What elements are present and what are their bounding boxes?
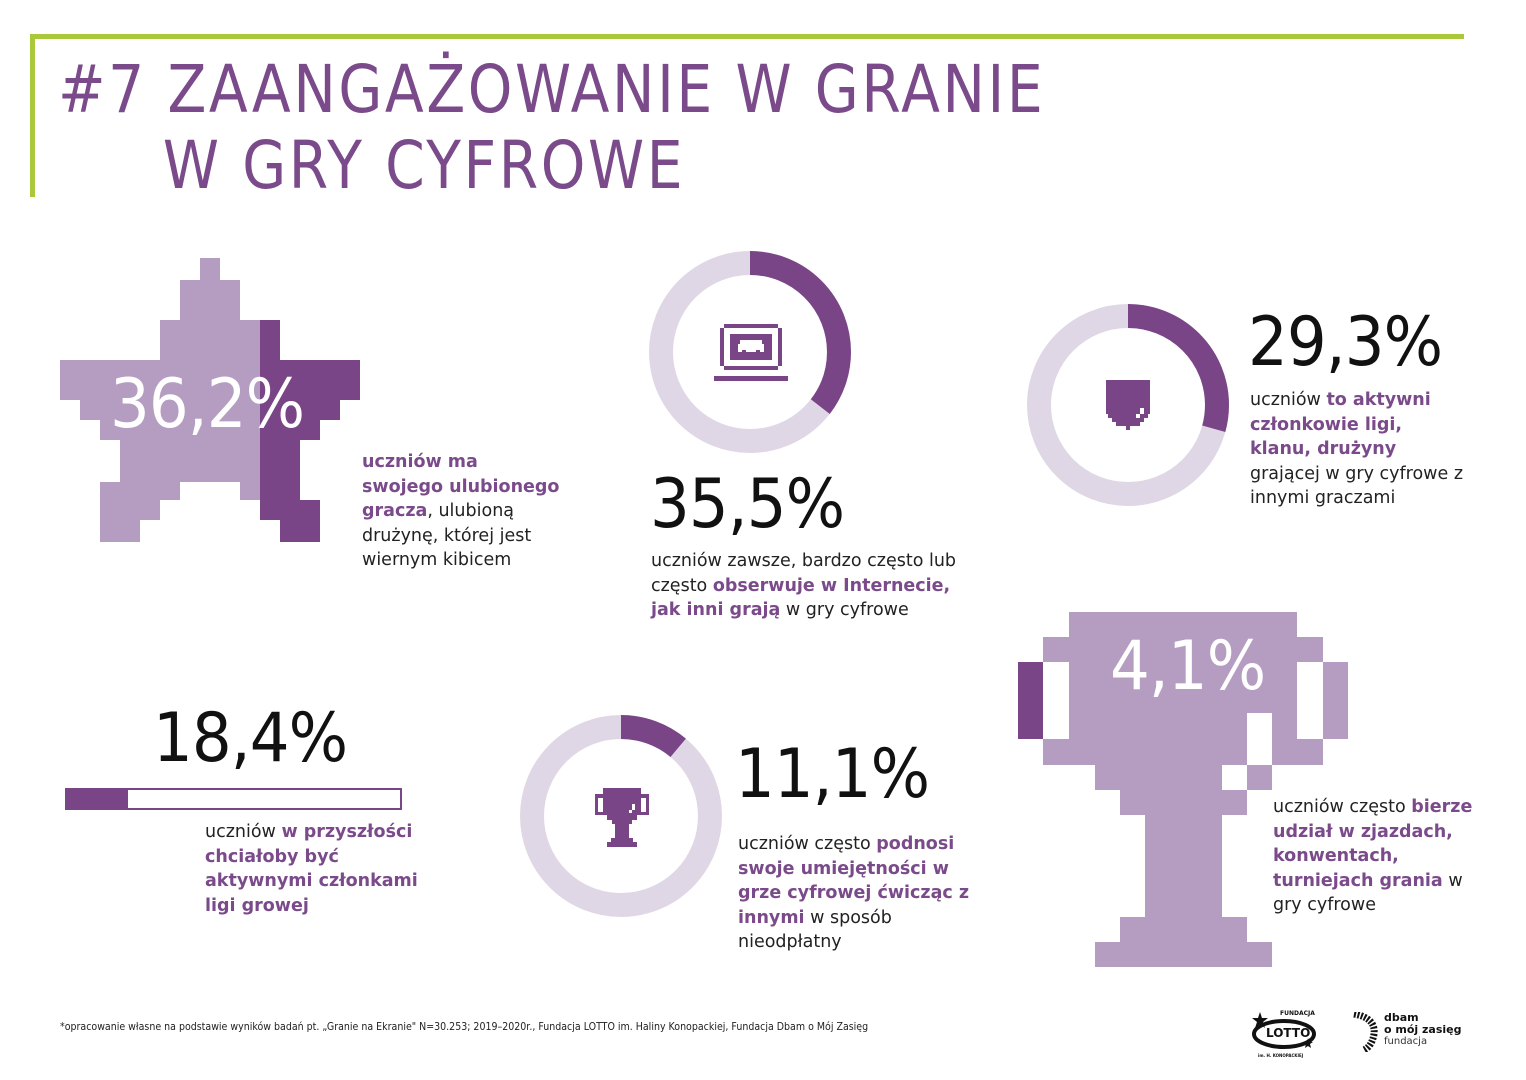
stat-practice-skills-value: 11,1% [735,735,930,814]
trophy-icon [595,788,649,847]
title-line-1: #7 ZAANGAŻOWANIE W GRANIE [58,51,1046,128]
stat-favorite-player-value: 36,2% [110,365,305,444]
lotto-logo-icon [1252,1012,1316,1049]
stat-events-desc: uczniów często bierze udział w zjazdach,… [1273,797,1473,915]
page-title: #7 ZAANGAŻOWANIE W GRANIE W GRY CYFROWE [58,52,1045,204]
dbam-foundation-logo: dbam o mój zasięg fundacja [1352,1010,1462,1054]
stat-league-members-desc: uczniów to aktywni członkowie ligi, klan… [1250,390,1464,508]
accent-frame-top [30,34,1464,39]
accent-frame-left [30,34,35,197]
stat-watch-online-value: 35,5% [650,465,845,544]
donut-chart-league-members [1027,304,1229,506]
progress-bar-fill [67,790,129,808]
donut-chart-practice-skills [520,715,722,917]
laptop-gamepad-icon [714,324,788,381]
lotto-foundation-logo: FUNDACJA LOTTO im. H. KONOPACKIEJ [1250,1008,1318,1058]
stat-league-members-value: 29,3% [1248,303,1443,382]
stat-favorite-player-desc: uczniów ma swojego ulubionego gracza, ul… [362,452,560,570]
shield-icon [1106,380,1150,430]
stat-future-league-value: 18,4% [153,699,348,778]
source-footnote: *opracowanie własne na podstawie wyników… [60,1020,869,1033]
stat-watch-online-desc: uczniów zawsze, bardzo często lub często… [651,551,957,620]
stat-future-league-desc: uczniów w przyszłości chciałoby być akty… [205,822,418,916]
stat-practice-skills-desc: uczniów często podnosi swoje umiejętnośc… [738,834,970,952]
progress-bar-future-league [65,788,402,810]
donut-chart-watch-online [649,251,851,453]
dbam-logo-icon [1353,1012,1378,1052]
title-line-2: W GRY CYFROWE [162,127,686,204]
stat-events-value: 4,1% [1110,627,1266,706]
